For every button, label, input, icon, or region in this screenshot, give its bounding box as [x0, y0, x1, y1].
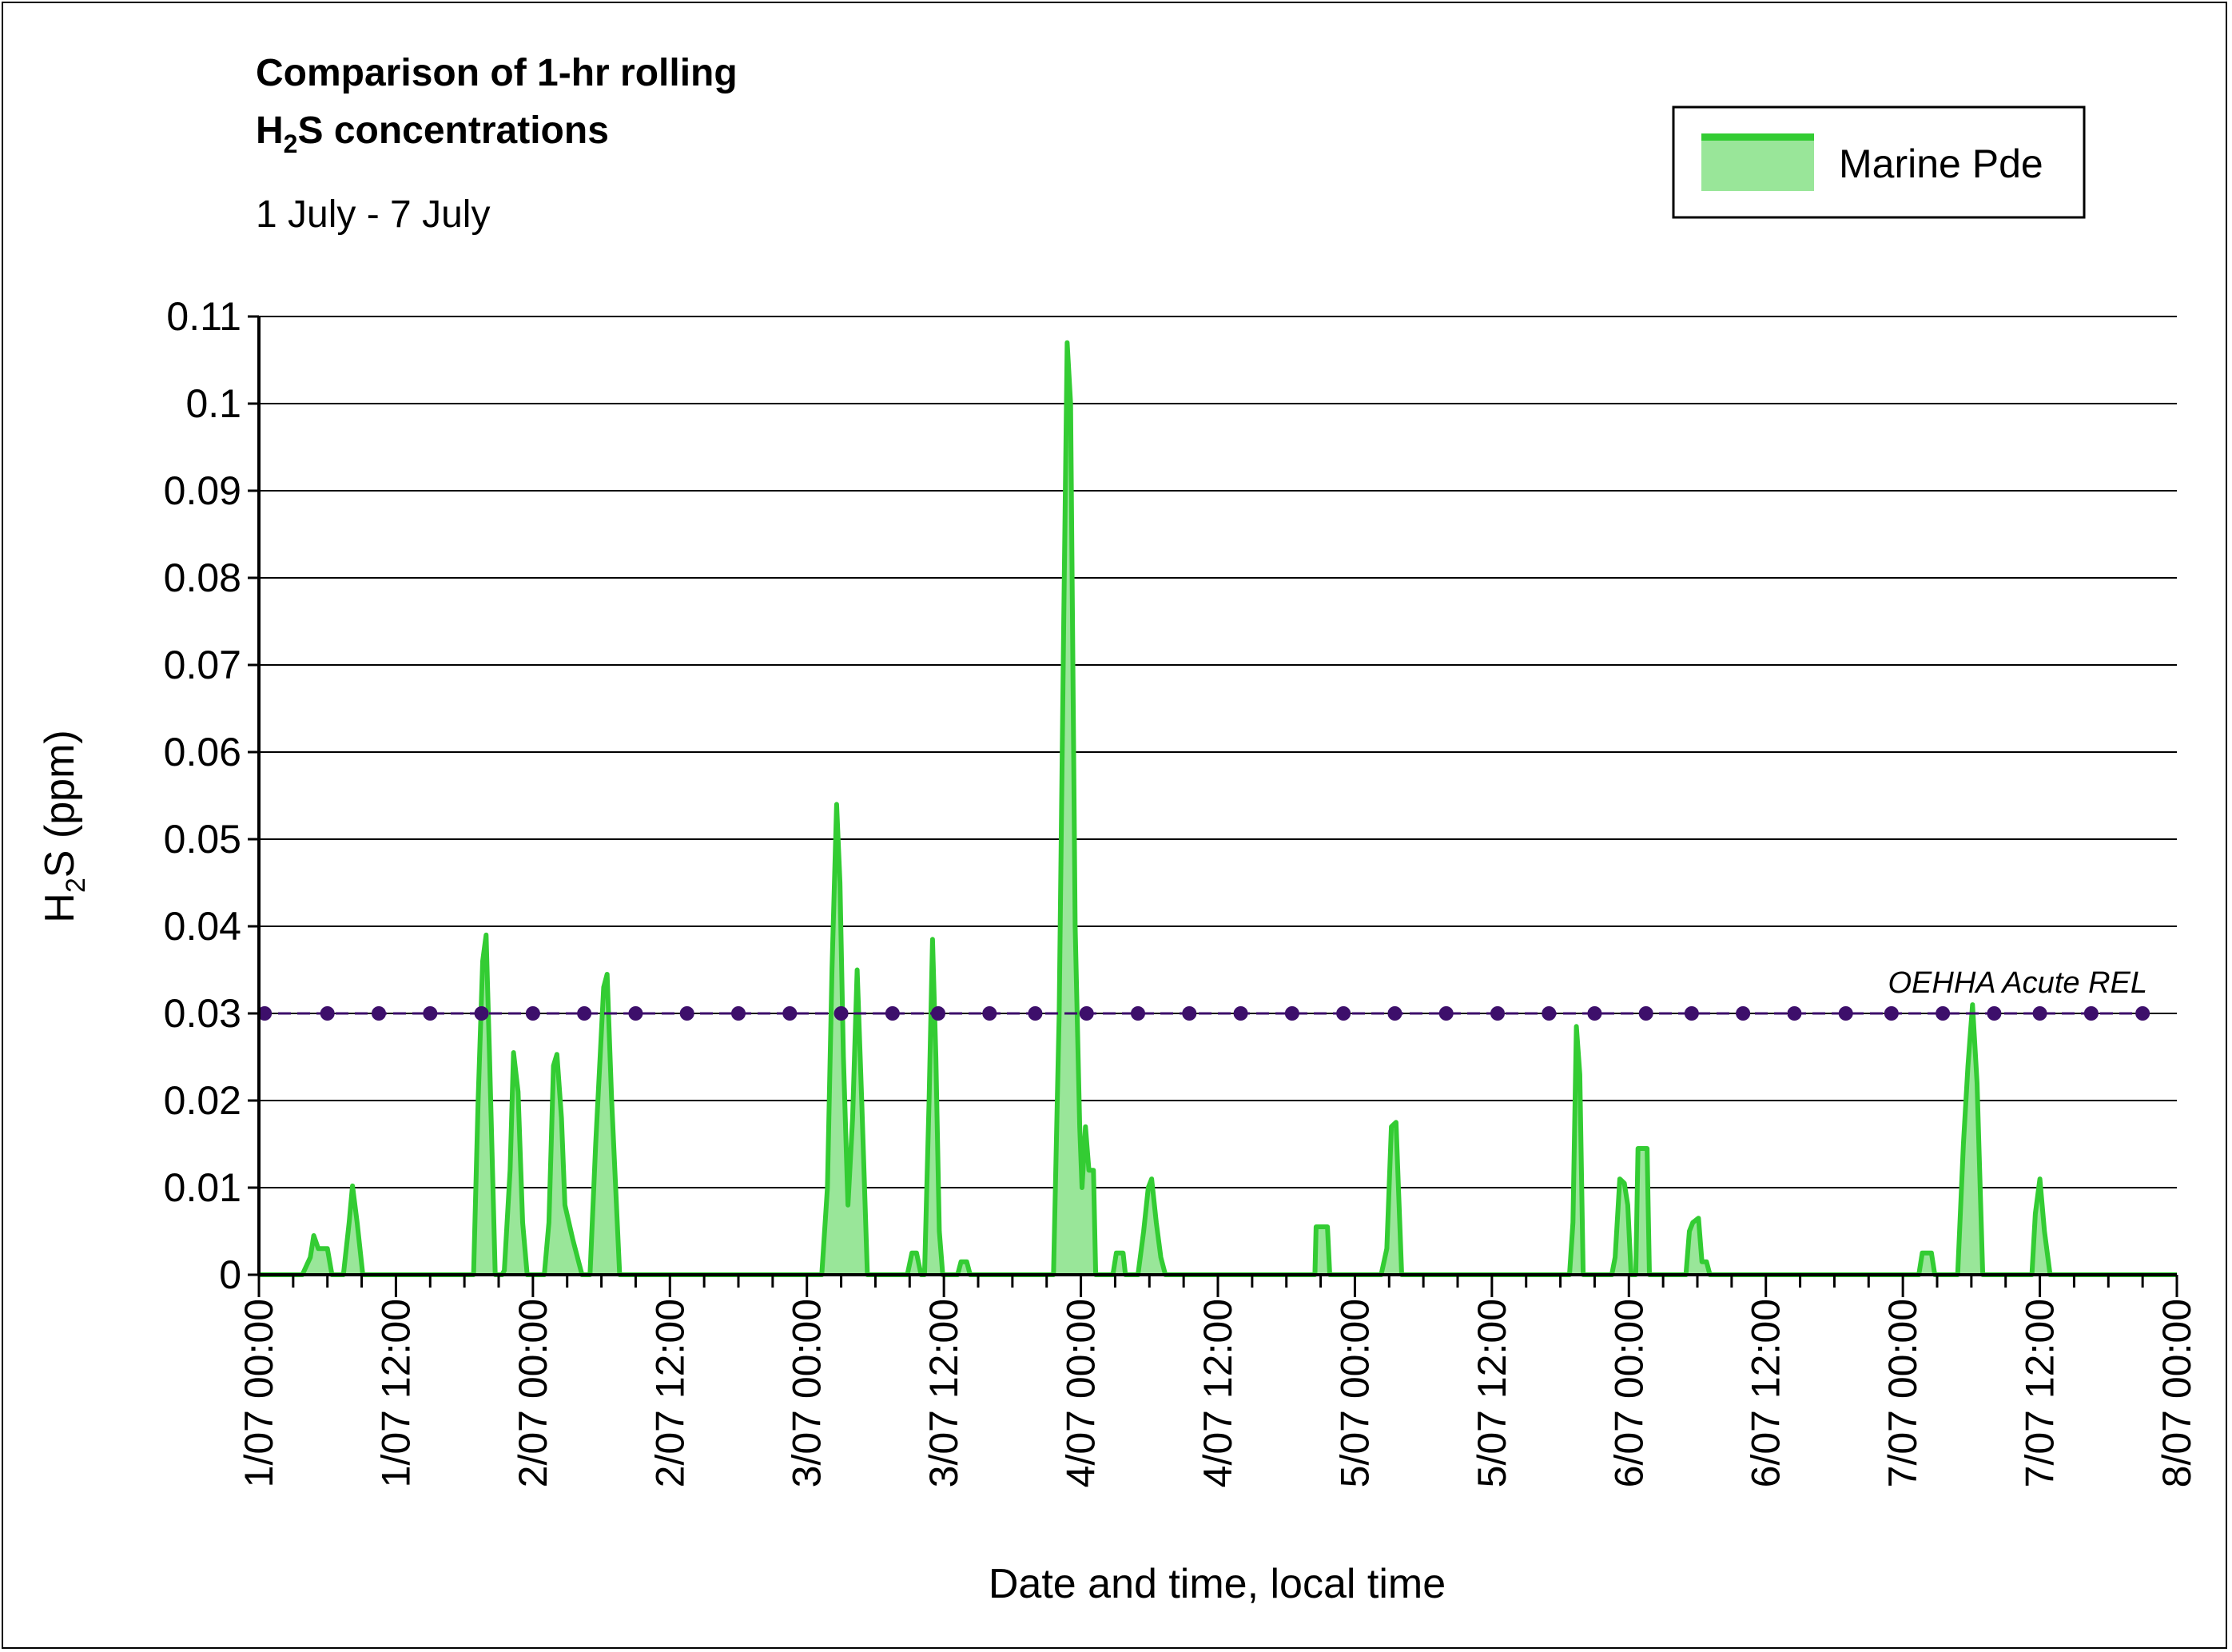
- reference-marker: [1587, 1006, 1602, 1021]
- series-line: [259, 340, 2177, 1277]
- reference-marker: [731, 1006, 746, 1021]
- reference-marker: [525, 1006, 540, 1021]
- y-tick-label: 0.1: [185, 381, 241, 426]
- y-axis-label: H2S (ppm): [37, 730, 91, 922]
- reference-marker: [782, 1006, 798, 1021]
- gridlines: [248, 315, 2177, 1276]
- reference-marker: [577, 1006, 592, 1021]
- chart-svg: 0 0.01 0.02 0.03 0.04 0.05 0.06 0.07 0.08 0.09 0.1…: [37, 52, 2199, 1607]
- reference-marker: [1787, 1006, 1802, 1021]
- series-area: [259, 340, 2177, 1277]
- reference-marker: [474, 1006, 489, 1021]
- legend-swatch: [1701, 137, 1814, 191]
- x-tick-label: 6/07 00:00: [1606, 1299, 1651, 1487]
- axes: [257, 316, 2178, 1297]
- y-tick-label: 0.07: [164, 643, 241, 687]
- x-tick-label: 2/07 12:00: [647, 1299, 692, 1487]
- reference-marker: [1387, 1006, 1402, 1021]
- chart-title-line2: H2S concentrations: [256, 109, 609, 158]
- y-tick-label: 0: [219, 1252, 241, 1297]
- reference-marker: [1079, 1006, 1094, 1021]
- reference-marker: [320, 1006, 335, 1021]
- reference-marker: [1542, 1006, 1557, 1021]
- reference-marker: [1438, 1006, 1454, 1021]
- x-tick-label: 8/07 00:00: [2154, 1299, 2199, 1487]
- reference-marker: [628, 1006, 643, 1021]
- legend-swatch-line: [1701, 133, 1814, 141]
- reference-marker: [1131, 1006, 1145, 1021]
- reference-line: [257, 1006, 2150, 1021]
- reference-line-label: OEHHA Acute REL: [1888, 966, 2147, 1000]
- legend-label: Marine Pde: [1839, 141, 2043, 186]
- reference-marker: [885, 1006, 900, 1021]
- x-tick-label: 1/07 00:00: [237, 1299, 281, 1487]
- reference-marker: [1936, 1006, 1951, 1021]
- reference-marker: [1884, 1006, 1899, 1021]
- x-tick-label: 4/07 00:00: [1059, 1299, 1104, 1487]
- y-tick-label: 0.05: [164, 817, 241, 862]
- x-tick-label: 4/07 12:00: [1196, 1299, 1240, 1487]
- reference-marker: [1233, 1006, 1248, 1021]
- reference-marker: [1838, 1006, 1853, 1021]
- y-tick-label: 0.08: [164, 555, 241, 600]
- y-tick-label: 0.03: [164, 991, 241, 1036]
- y-tick-label: 0.06: [164, 730, 241, 774]
- x-tick-label: 7/07 00:00: [1880, 1299, 1925, 1487]
- y-tick-label: 0.11: [166, 294, 241, 339]
- reference-marker: [1284, 1006, 1299, 1021]
- reference-marker: [931, 1006, 945, 1021]
- chart-title-line1: Comparison of 1-hr rolling: [256, 52, 738, 94]
- reference-marker: [1638, 1006, 1653, 1021]
- reference-marker: [2083, 1006, 2099, 1021]
- x-tick-label: 5/07 12:00: [1470, 1299, 1514, 1487]
- reference-marker: [1490, 1006, 1505, 1021]
- chart-subtitle: 1 July - 7 July: [256, 193, 490, 236]
- x-tick-label: 3/07 00:00: [785, 1299, 830, 1487]
- x-tick-label: 1/07 12:00: [373, 1299, 418, 1487]
- x-tick-label: 3/07 12:00: [921, 1299, 966, 1487]
- reference-marker: [982, 1006, 997, 1021]
- reference-marker: [2032, 1006, 2047, 1021]
- x-tick-label: 6/07 12:00: [1744, 1299, 1788, 1487]
- x-tick-label: 7/07 12:00: [2018, 1299, 2063, 1487]
- reference-marker: [372, 1006, 386, 1021]
- reference-marker: [1987, 1006, 2002, 1021]
- x-tick-label: 2/07 00:00: [511, 1299, 555, 1487]
- y-tick-label: 0.09: [164, 468, 241, 513]
- legend: Marine Pde: [1672, 105, 2086, 219]
- reference-marker: [423, 1006, 438, 1021]
- reference-marker: [1028, 1006, 1043, 1021]
- reference-marker: [257, 1006, 273, 1021]
- x-tick-label: 5/07 00:00: [1332, 1299, 1377, 1487]
- reference-marker: [1736, 1006, 1751, 1021]
- y-tick-labels: 0 0.01 0.02 0.03 0.04 0.05 0.06 0.07 0.08 0.09 0.1…: [164, 294, 241, 1297]
- x-axis-label: Date and time, local time: [989, 1561, 1446, 1607]
- reference-marker: [1684, 1006, 1699, 1021]
- x-tick-labels: 1/07 00:00 1/07 12:00 2/07 00:00 2/07 12:00…: [237, 1299, 2199, 1487]
- reference-marker: [1182, 1006, 1197, 1021]
- reference-marker: [1336, 1006, 1351, 1021]
- y-tick-label: 0.02: [164, 1078, 241, 1123]
- y-tick-label: 0.04: [164, 904, 241, 949]
- series-area-fill: [259, 342, 2177, 1276]
- y-tick-label: 0.01: [164, 1165, 241, 1210]
- reference-marker: [834, 1006, 849, 1021]
- reference-marker: [679, 1006, 694, 1021]
- reference-marker: [2135, 1006, 2150, 1021]
